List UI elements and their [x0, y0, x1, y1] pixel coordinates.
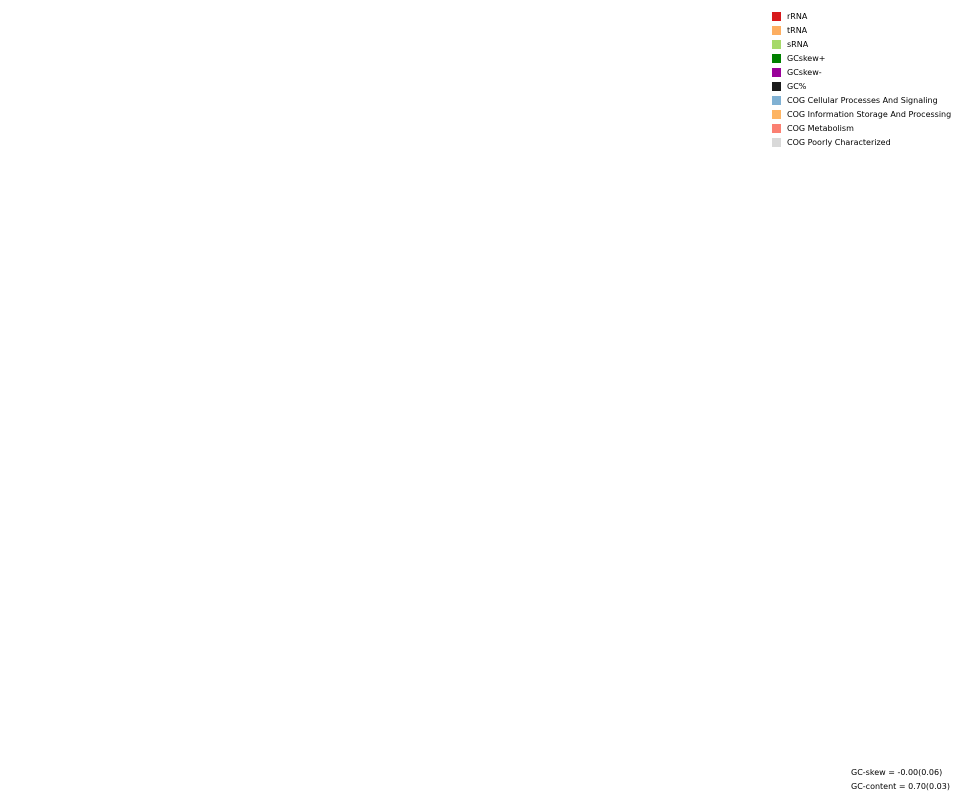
legend-label-cog-poorly: COG Poorly Characterized [787, 137, 891, 147]
gc-content-stat: GC-content = 0.70(0.03) [851, 782, 950, 791]
legend-label-cog-information: COG Information Storage And Processing [787, 109, 952, 119]
legend-label-cog-metabolism: COG Metabolism [787, 123, 854, 133]
legend-label-cog-cellular: COG Cellular Processes And Signaling [787, 95, 938, 105]
legend-item-srna: sRNA [772, 37, 951, 51]
legend-item-cog-metabolism: COG Metabolism [772, 121, 951, 135]
legend-swatch-trna [772, 25, 781, 35]
legend-swatch-gcskew-minus [772, 67, 781, 77]
genome-stats: GC-skew = -0.00(0.06) GC-content = 0.70(… [851, 766, 950, 794]
legend-item-gcskew-minus: GCskew- [772, 65, 951, 79]
legend-swatch-cog-cellular [772, 95, 781, 105]
legend-item-cog-poorly: COG Poorly Characterized [772, 135, 951, 149]
legend-label-rrna: rRNA [787, 11, 808, 21]
legend-label-srna: sRNA [787, 39, 809, 49]
legend-item-cog-information: COG Information Storage And Processing [772, 107, 951, 121]
legend-item-trna: tRNA [772, 23, 951, 37]
legend-item-gc-percent: GC% [772, 79, 951, 93]
legend: rRNA tRNA sRNA GCskew+ GCskew- GC% COG C… [772, 9, 951, 149]
legend-item-cog-cellular: COG Cellular Processes And Signaling [772, 93, 951, 107]
legend-swatch-rrna [772, 11, 781, 21]
legend-swatch-gc-percent [772, 81, 781, 91]
legend-item-rrna: rRNA [772, 9, 951, 23]
legend-swatch-srna [772, 39, 781, 49]
legend-label-gcskew-plus: GCskew+ [787, 53, 826, 63]
legend-swatch-cog-metabolism [772, 123, 781, 133]
legend-label-gc-percent: GC% [787, 81, 807, 91]
legend-swatch-gcskew-plus [772, 53, 781, 63]
legend-swatch-cog-poorly [772, 137, 781, 147]
legend-swatch-cog-information [772, 109, 781, 119]
legend-label-trna: tRNA [787, 25, 808, 35]
legend-item-gcskew-plus: GCskew+ [772, 51, 951, 65]
legend-label-gcskew-minus: GCskew- [787, 67, 822, 77]
gc-skew-stat: GC-skew = -0.00(0.06) [851, 768, 943, 777]
